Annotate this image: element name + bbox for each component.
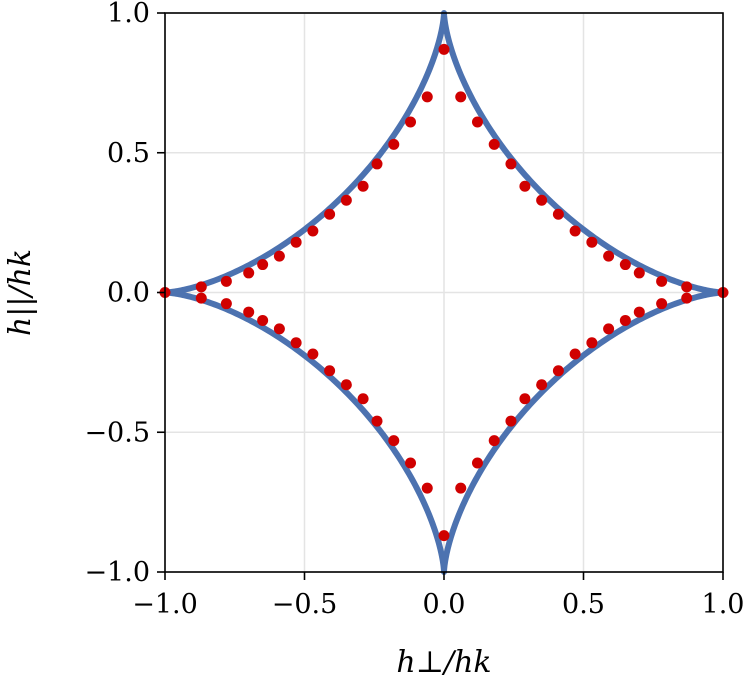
data-point-3 — [421, 91, 433, 103]
data-point-30 — [569, 225, 581, 237]
data-point-7 — [405, 116, 417, 128]
data-point-39 — [273, 250, 285, 262]
data-point-14 — [505, 158, 517, 170]
y-tick-label-3: 0.5 — [107, 138, 150, 169]
y-tick-label-0: −1.0 — [84, 557, 150, 588]
data-point-17 — [371, 415, 383, 427]
data-point-8 — [471, 457, 483, 469]
data-points-group — [159, 43, 729, 542]
data-point-24 — [536, 379, 548, 391]
data-point-6 — [471, 116, 483, 128]
data-point-35 — [290, 236, 302, 248]
data-point-47 — [243, 267, 255, 279]
x-tick-label-4: 1.0 — [702, 589, 745, 620]
data-point-5 — [421, 482, 433, 494]
data-point-22 — [536, 194, 548, 206]
x-tick-label-1: −0.5 — [272, 589, 338, 620]
data-point-18 — [519, 180, 531, 192]
data-point-41 — [273, 323, 285, 335]
data-point-56 — [681, 292, 693, 304]
data-point-36 — [586, 337, 598, 349]
x-tick-label-3: 0.5 — [562, 589, 605, 620]
data-point-53 — [220, 298, 232, 310]
data-point-1 — [438, 530, 450, 542]
data-point-25 — [340, 379, 352, 391]
data-point-55 — [195, 281, 207, 293]
data-point-16 — [505, 415, 517, 427]
data-point-57 — [195, 292, 207, 304]
data-point-32 — [569, 348, 581, 360]
data-point-42 — [619, 259, 631, 271]
data-point-31 — [307, 225, 319, 237]
data-point-2 — [455, 91, 467, 103]
data-point-13 — [388, 435, 400, 447]
y-tick-label-2: 0.0 — [107, 278, 150, 309]
data-point-15 — [371, 158, 383, 170]
axis-ticks: −1.0 −0.5 0.0 0.5 1.0 −1.0 −0.5 0.0 0.5 1.0 — [84, 0, 744, 620]
data-point-52 — [656, 298, 668, 310]
data-point-0 — [438, 43, 450, 55]
data-point-38 — [603, 250, 615, 262]
data-point-34 — [586, 236, 598, 248]
data-point-37 — [290, 337, 302, 349]
data-point-54 — [681, 281, 693, 293]
data-point-40 — [603, 323, 615, 335]
data-point-11 — [388, 138, 400, 150]
data-point-46 — [633, 267, 645, 279]
data-point-20 — [519, 393, 531, 405]
data-point-33 — [307, 348, 319, 360]
data-point-27 — [324, 208, 336, 220]
x-tick-label-0: −1.0 — [132, 589, 198, 620]
data-point-51 — [220, 275, 232, 287]
grid-lines — [164, 12, 724, 573]
data-point-49 — [243, 306, 255, 318]
data-point-43 — [257, 259, 269, 271]
data-point-26 — [552, 208, 564, 220]
data-point-4 — [455, 482, 467, 494]
data-point-50 — [656, 275, 668, 287]
y-tick-label-4: 1.0 — [107, 0, 150, 29]
data-point-29 — [324, 365, 336, 377]
x-axis-label: h⊥/hk — [396, 645, 491, 680]
data-point-45 — [257, 314, 269, 326]
y-tick-label-1: −0.5 — [84, 417, 150, 448]
data-point-19 — [357, 180, 369, 192]
y-axis-label: h||/hk — [3, 249, 38, 336]
data-point-21 — [357, 393, 369, 405]
data-point-28 — [552, 365, 564, 377]
data-point-10 — [488, 138, 500, 150]
data-point-12 — [488, 435, 500, 447]
data-point-23 — [340, 194, 352, 206]
data-point-9 — [405, 457, 417, 469]
data-point-44 — [619, 314, 631, 326]
data-point-48 — [633, 306, 645, 318]
x-tick-label-2: 0.0 — [423, 589, 466, 620]
